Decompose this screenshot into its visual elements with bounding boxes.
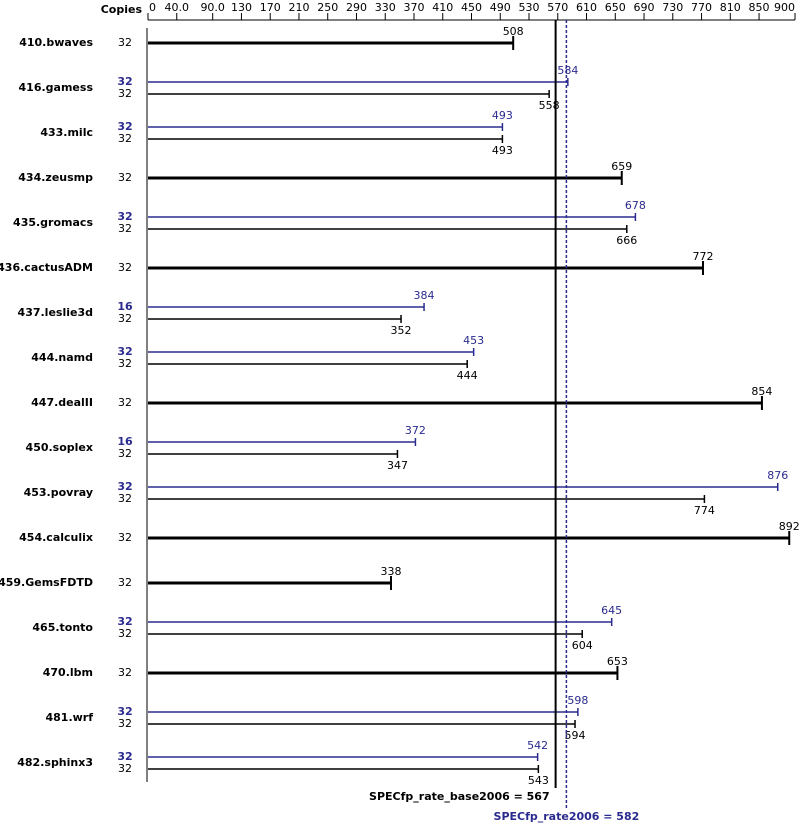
benchmark-label: 416.gamess — [19, 81, 94, 94]
copies-label: 32 — [118, 666, 132, 679]
value-label: 338 — [380, 565, 401, 578]
value-label: 543 — [528, 774, 549, 787]
x-tick-label: 610 — [576, 1, 597, 14]
value-label: 774 — [694, 504, 715, 517]
copies-label: 32 — [118, 531, 132, 544]
copies-header: Copies — [101, 3, 143, 16]
copies-label: 32 — [117, 75, 132, 88]
copies-label: 32 — [117, 615, 132, 628]
benchmark-label: 433.milc — [40, 126, 93, 139]
copies-label: 32 — [118, 36, 132, 49]
x-tick-label: 130 — [231, 1, 252, 14]
benchmark-label: 453.povray — [24, 486, 93, 499]
x-tick-label: 410 — [432, 1, 453, 14]
benchmark-label: 436.cactusADM — [0, 261, 93, 274]
value-label: 772 — [692, 250, 713, 263]
value-label: 678 — [625, 199, 646, 212]
value-label: 659 — [611, 160, 632, 173]
benchmark-label: 450.soplex — [26, 441, 93, 454]
copies-label: 32 — [118, 492, 132, 505]
benchmark-label: 465.tonto — [32, 621, 93, 634]
value-label: 892 — [779, 520, 799, 533]
copies-label: 32 — [118, 261, 132, 274]
value-label: 384 — [414, 289, 435, 302]
value-label: 876 — [767, 469, 788, 482]
reference-label: SPECfp_rate2006 = 582 — [494, 810, 640, 823]
copies-label: 32 — [118, 762, 132, 775]
benchmark-label: 410.bwaves — [19, 36, 93, 49]
x-tick-label: 290 — [346, 1, 367, 14]
copies-label: 32 — [118, 396, 132, 409]
benchmark-label: 481.wrf — [45, 711, 93, 724]
x-tick-label: 40.0 — [165, 1, 190, 14]
x-tick-label: 770 — [691, 1, 712, 14]
value-label: 352 — [391, 324, 412, 337]
benchmark-label: 437.leslie3d — [18, 306, 93, 319]
x-tick-label: 570 — [547, 1, 568, 14]
value-label: 653 — [607, 655, 628, 668]
copies-label: 16 — [117, 435, 133, 448]
x-tick-label: 650 — [605, 1, 626, 14]
x-tick-label: 170 — [260, 1, 281, 14]
x-tick-label: 900 — [774, 1, 795, 14]
x-tick-label: 850 — [749, 1, 770, 14]
x-tick-label: 250 — [317, 1, 338, 14]
copies-label: 32 — [118, 87, 132, 100]
copies-label: 32 — [118, 171, 132, 184]
value-label: 493 — [492, 109, 513, 122]
x-tick-label: 530 — [519, 1, 540, 14]
copies-label: 32 — [117, 345, 132, 358]
value-label: 584 — [557, 64, 578, 77]
x-tick-label: 210 — [288, 1, 309, 14]
copies-label: 32 — [118, 627, 132, 640]
value-label: 444 — [457, 369, 478, 382]
copies-label: 32 — [118, 132, 132, 145]
copies-label: 32 — [117, 705, 132, 718]
benchmark-label: 459.GemsFDTD — [0, 576, 93, 589]
value-label: 372 — [405, 424, 426, 437]
copies-label: 16 — [117, 300, 133, 313]
benchmark-label: 454.calculix — [19, 531, 93, 544]
x-tick-label: 0 — [149, 1, 156, 14]
copies-label: 32 — [117, 120, 132, 133]
x-tick-label: 90.0 — [200, 1, 225, 14]
benchmark-label: 434.zeusmp — [18, 171, 93, 184]
reference-label: SPECfp_rate_base2006 = 567 — [369, 790, 550, 803]
value-label: 453 — [463, 334, 484, 347]
value-label: 645 — [601, 604, 622, 617]
value-label: 347 — [387, 459, 408, 472]
copies-label: 32 — [117, 750, 132, 763]
value-label: 594 — [565, 729, 586, 742]
x-tick-label: 330 — [375, 1, 396, 14]
x-tick-label: 450 — [461, 1, 482, 14]
value-label: 508 — [503, 25, 524, 38]
copies-label: 32 — [118, 222, 132, 235]
benchmark-label: 447.dealII — [31, 396, 93, 409]
value-label: 598 — [567, 694, 588, 707]
copies-label: 32 — [117, 480, 132, 493]
copies-label: 32 — [118, 717, 132, 730]
x-tick-label: 730 — [662, 1, 683, 14]
benchmark-label: 444.namd — [31, 351, 93, 364]
copies-label: 32 — [118, 576, 132, 589]
value-label: 493 — [492, 144, 513, 157]
x-tick-label: 370 — [403, 1, 424, 14]
benchmark-label: 482.sphinx3 — [17, 756, 93, 769]
copies-label: 32 — [118, 447, 132, 460]
copies-label: 32 — [118, 357, 132, 370]
copies-label: 32 — [118, 312, 132, 325]
x-tick-label: 810 — [720, 1, 741, 14]
x-tick-label: 490 — [490, 1, 511, 14]
value-label: 854 — [751, 385, 772, 398]
copies-label: 32 — [117, 210, 132, 223]
value-label: 558 — [539, 99, 560, 112]
x-tick-label: 690 — [634, 1, 655, 14]
value-label: 542 — [527, 739, 548, 752]
benchmark-label: 470.lbm — [43, 666, 93, 679]
benchmark-label: 435.gromacs — [13, 216, 93, 229]
value-label: 604 — [572, 639, 593, 652]
value-label: 666 — [616, 234, 637, 247]
